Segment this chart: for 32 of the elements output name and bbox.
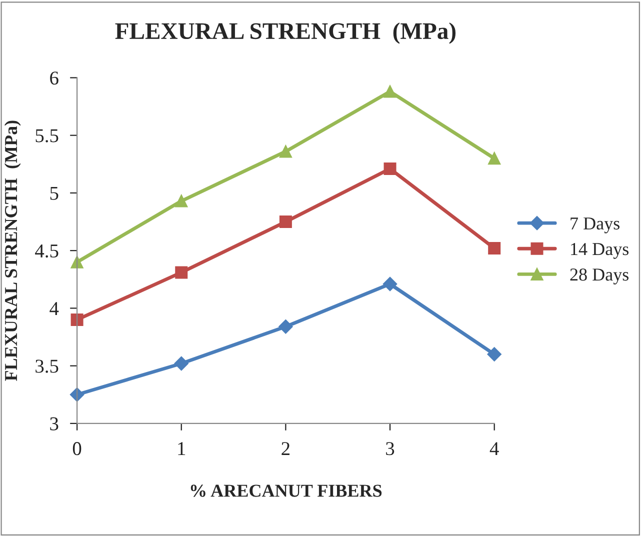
chart-title: FLEXURAL STRENGTH (MPa): [115, 22, 456, 44]
x-tick-label: 3: [386, 442, 394, 456]
y-tick-label: 3.5: [36, 360, 58, 373]
x-tick-label: 2: [282, 442, 290, 455]
point: [175, 194, 188, 208]
x-axis-title: % ARECANUT FIBERS: [190, 484, 382, 497]
y-tick-label: 4: [50, 302, 59, 315]
legend-label: 14 Days: [571, 243, 629, 259]
y-tick-label: 3: [50, 417, 58, 430]
legend-label: 7 Days: [570, 218, 620, 234]
y-tick-label: 5: [50, 186, 58, 200]
point: [488, 242, 501, 255]
point: [382, 276, 398, 292]
x-tick-label: 4: [490, 442, 499, 455]
y-tick-label: 6: [50, 72, 58, 85]
x-tick-label: 0: [72, 442, 82, 456]
point: [70, 256, 84, 268]
point: [174, 356, 188, 371]
y-tick-label: 5.5: [36, 129, 58, 142]
legend-label: 28 Days: [570, 268, 629, 284]
point: [278, 320, 293, 334]
point: [175, 266, 188, 279]
point: [70, 313, 84, 326]
point: [279, 216, 292, 228]
point: [384, 85, 396, 98]
y-axis-title: FLEXURAL STRENGTH (MPa): [4, 120, 21, 381]
point: [487, 347, 502, 362]
point: [384, 162, 396, 176]
point: [279, 145, 292, 158]
y-tick-label: 4.5: [35, 244, 58, 258]
point: [488, 152, 501, 165]
x-tick-label: 1: [178, 442, 186, 455]
